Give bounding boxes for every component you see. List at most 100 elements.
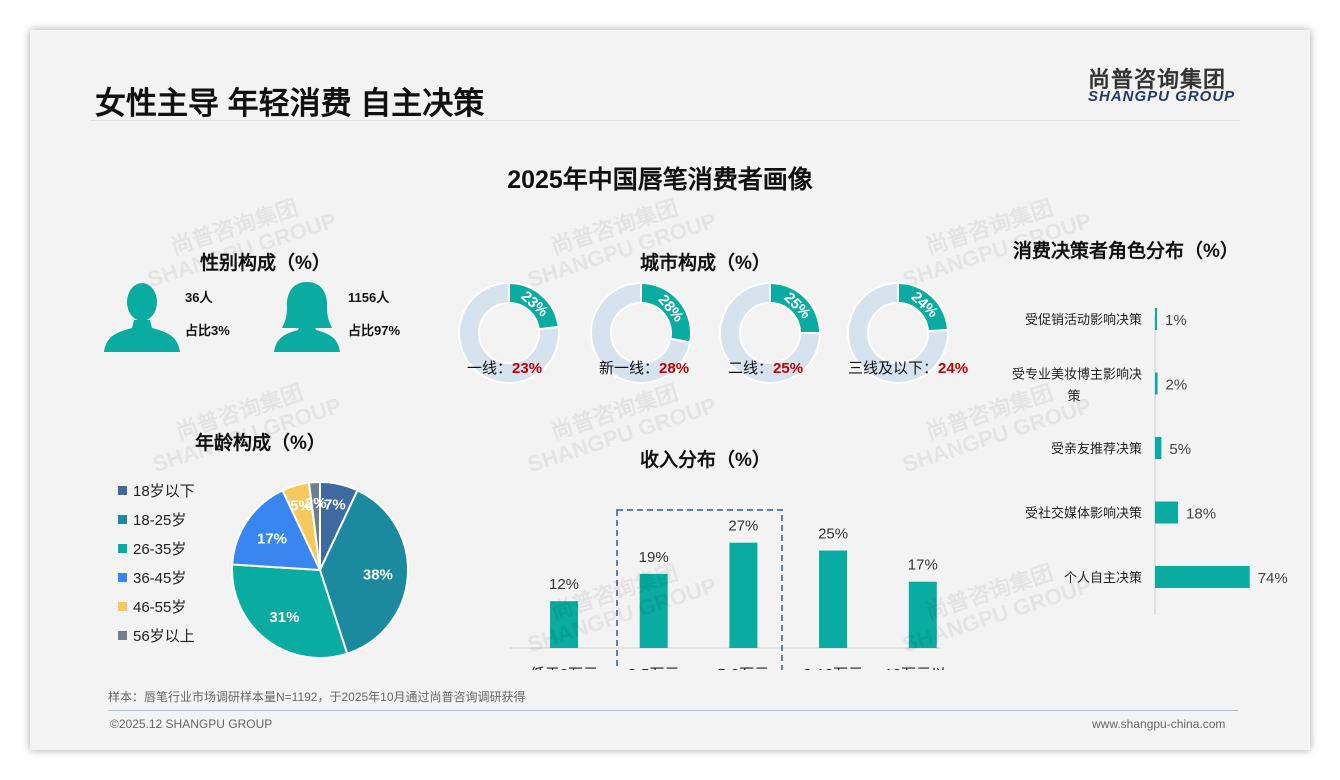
- income-bars: 12% 低于3万元 19% 3-5万元 27% 5-8万元 25% 8-12万元 17% 12万元…: [510, 509, 950, 670]
- income-bar: [729, 542, 758, 648]
- pie-slice: [307, 480, 321, 571]
- y-tick-label-cont: 策: [1067, 389, 1080, 404]
- age-pie: 7% 38% 31% 17%5%2%: [231, 480, 409, 659]
- legend-label: 18岁以下: [133, 483, 195, 500]
- legend-item: 18-25岁: [118, 509, 186, 530]
- city-label: 二线：25%: [728, 357, 803, 378]
- female-count: 1156人: [348, 290, 390, 305]
- donut-remainder: [847, 281, 949, 384]
- bar-value-label: 1%: [1165, 312, 1187, 329]
- city-name: 新一线：: [599, 360, 660, 377]
- city-label: 三线及以下：24%: [848, 357, 968, 378]
- pie-slice: [231, 489, 322, 572]
- bar-value-label: 74%: [1258, 570, 1288, 587]
- footnote: 样本：唇笔行业市场调研样本量N=1192，于2025年10月通过尚普咨询调研获得: [108, 690, 526, 704]
- decision-title: 消费决策者角色分布（%）: [1013, 241, 1239, 262]
- age-title: 年龄构成（%）: [195, 433, 326, 454]
- copyright: ©2025.12 SHANGPU GROUP: [110, 717, 273, 731]
- male-share: 占比3%: [185, 323, 230, 338]
- bar-value-label: 18%: [1186, 506, 1216, 523]
- footer-divider: [108, 710, 1238, 711]
- city-donuts: 23% 28% 25% 24%: [458, 281, 949, 384]
- pie-value-label: 5%: [290, 498, 312, 515]
- x-tick-label: 12万元以上: [884, 666, 950, 670]
- city-name: 三线及以下：: [848, 360, 939, 377]
- divider: [90, 120, 1240, 121]
- legend-swatch: [118, 631, 127, 640]
- legend-item: 56岁以上: [118, 625, 195, 646]
- female-share: 占比97%: [348, 323, 401, 338]
- legend-label: 46-55岁: [133, 599, 187, 616]
- pie-value-label: 17%: [257, 530, 287, 547]
- donut-remainder: [590, 281, 692, 384]
- logo-cn: 尚普咨询集团: [1088, 67, 1227, 92]
- bar-value-label: 17%: [908, 557, 938, 574]
- x-tick-label: 8-12万元: [803, 666, 863, 670]
- female-icon: [274, 282, 340, 352]
- bar-value-label: 2%: [1166, 377, 1188, 394]
- y-tick-label: 受社交媒体影响决策: [1025, 506, 1142, 521]
- x-tick-label: 低于3万元: [530, 666, 598, 670]
- income-title: 收入分布（%）: [640, 450, 771, 471]
- decision-bar: [1155, 372, 1158, 395]
- bar-value-label: 19%: [639, 549, 669, 566]
- male-count: 36人: [185, 290, 213, 305]
- legend-item: 36-45岁: [118, 567, 186, 588]
- decision-bar: [1155, 437, 1162, 459]
- decision-bar: [1155, 566, 1250, 588]
- pie-slice: [318, 489, 409, 655]
- city-value: 28%: [659, 360, 690, 377]
- y-tick-label: 受促销活动影响决策: [1025, 312, 1142, 327]
- city-name: 一线：: [467, 360, 513, 377]
- city-title: 城市构成（%）: [640, 253, 771, 274]
- main-title: 2025年中国唇笔消费者画像: [507, 166, 813, 194]
- website-link[interactable]: www.shangpu-china.com: [1092, 717, 1226, 731]
- gender-title: 性别构成（%）: [200, 253, 331, 274]
- city-name: 二线：: [728, 360, 774, 377]
- male-icon: [104, 283, 180, 352]
- legend-label: 36-45岁: [133, 570, 187, 587]
- legend-swatch: [118, 515, 127, 524]
- city-label: 一线：23%: [467, 357, 542, 378]
- pie-value-label: 2%: [305, 495, 327, 512]
- highlight-box: [616, 509, 783, 670]
- income-bar: [819, 550, 848, 648]
- donut-slice: [508, 281, 560, 331]
- income-bar: [550, 601, 578, 648]
- pie-value-label: 31%: [269, 609, 299, 626]
- income-bar: [639, 573, 668, 648]
- legend-swatch: [118, 573, 127, 582]
- legend-swatch: [118, 602, 127, 611]
- y-tick-label: 个人自主决策: [1064, 570, 1142, 585]
- pie-value-label: 38%: [363, 567, 393, 584]
- y-tick-label: 受专业美妆博主影响决: [1012, 367, 1142, 382]
- bar-value-label: 25%: [818, 526, 848, 543]
- x-tick-label: 3-5万元: [628, 666, 680, 670]
- donut-remainder: [458, 281, 560, 384]
- logo-en: SHANGPU GROUP: [1088, 88, 1236, 105]
- legend-swatch: [118, 544, 127, 553]
- donut-remainder: [719, 281, 822, 384]
- income-bar: [908, 581, 937, 648]
- donut-slice: [640, 281, 692, 344]
- city-value: 24%: [938, 360, 969, 377]
- legend-item: 18岁以下: [118, 480, 195, 501]
- decision-bar: [1155, 308, 1157, 330]
- page-title: 女性主导 年轻消费 自主决策: [95, 86, 485, 121]
- decision-bar: [1155, 501, 1179, 524]
- x-tick-label: 5-8万元: [718, 666, 770, 670]
- city-label: 新一线：28%: [599, 357, 689, 378]
- y-tick-label: 受亲友推荐决策: [1051, 441, 1142, 456]
- slide: 女性主导 年轻消费 自主决策 尚普咨询集团 SHANGPU GROUP 2025…: [30, 30, 1310, 750]
- legend-label: 18-25岁: [133, 512, 187, 529]
- pie-slice: [231, 563, 349, 659]
- legend-label: 56岁以上: [133, 628, 195, 645]
- bar-value-label: 5%: [1169, 441, 1191, 458]
- bar-value-label: 12%: [549, 576, 579, 593]
- donut-slice: [897, 281, 949, 333]
- bar-value-label: 27%: [728, 518, 758, 535]
- donut-slice: [769, 281, 822, 334]
- legend-label: 26-35岁: [133, 541, 187, 558]
- legend-item: 26-35岁: [118, 538, 186, 559]
